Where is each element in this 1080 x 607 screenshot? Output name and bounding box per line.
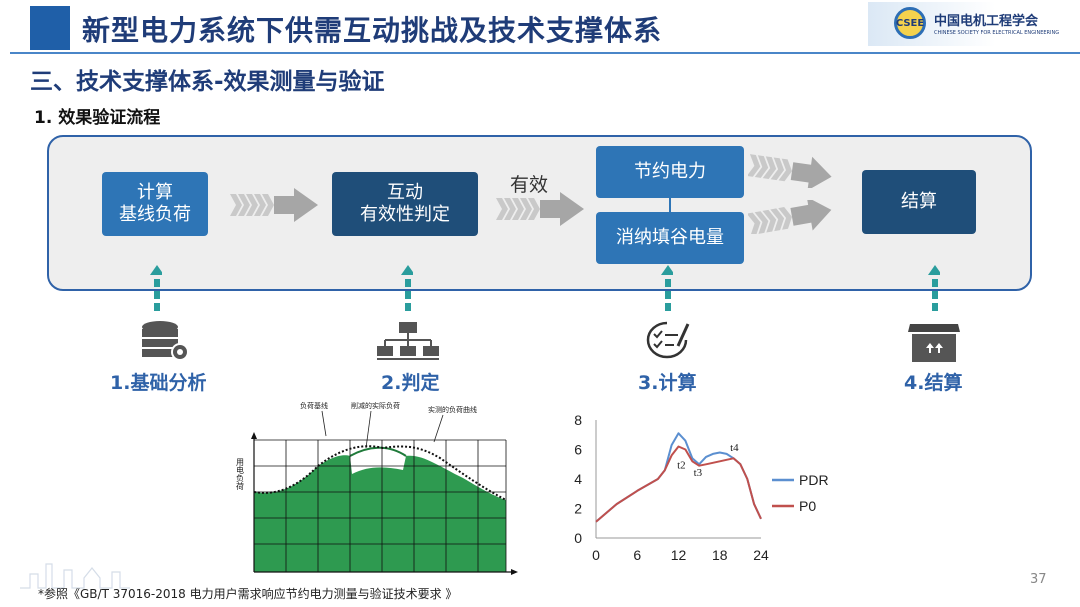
title-divider [10,52,1080,54]
chevron-arrow-2-icon [496,192,584,226]
flow-box-valley-filling: 消纳填谷电量 [596,212,744,264]
flow-box-power-saving: 节约电力 [596,146,744,198]
x-tick-label-3: 18 [712,547,728,563]
valid-label: 有效 [510,174,549,196]
load-ylabel: 用电负荷 [236,458,245,491]
flow-box-baseline-line1: 计算 [137,181,173,203]
load-annotation-measured: 实测的负荷曲线 [428,405,477,414]
network-icon [377,322,439,360]
load-curve-diagram: 负荷基线 削减的实际负荷 实测的负荷曲线 用电负荷 [236,401,518,575]
legend-label-pdr: PDR [799,472,829,488]
dashed-up-arrow-4-icon [928,265,940,311]
y-tick-label-3: 6 [574,442,582,458]
y-tick-label-2: 4 [574,471,582,487]
load-annotation-baseline: 负荷基线 [300,401,328,410]
flow-box-validity-line2: 有效性判定 [360,204,450,225]
stage-label-4: 4.结算 [904,372,963,394]
dashed-up-arrow-1-icon [150,265,162,311]
skyline-decoration-icon [20,563,130,589]
page-number: 37 [1030,572,1047,587]
flow-box-power-saving-label: 节约电力 [634,160,706,182]
flow-box-settlement-label: 结算 [901,190,937,212]
title-bar: 新型电力系统下供需互动挑战及技术支撑体系 CSEE 中国电机工程学会 CHINE… [0,0,1080,54]
flow-box-validity: 互动 有效性判定 [332,172,478,236]
dashed-up-arrow-3-icon [661,265,673,311]
chevron-arrow-4-icon [748,200,832,234]
x-tick-label-4: 24 [753,547,769,563]
y-tick-label-0: 0 [574,530,582,546]
footnote: *参照《GB/T 37016-2018 电力用户需求响应节约电力测量与验证技术要… [38,587,458,601]
flow-box-valley-filling-label: 消纳填谷电量 [616,226,724,248]
chart-annotation-t3: t3 [694,467,703,479]
society-logo: CSEE 中国电机工程学会 CHINESE SOCIETY FOR ELECTR… [868,2,1080,46]
section-title: 三、技术支撑体系-效果测量与验证 [30,69,385,95]
connector-bracket [669,196,671,214]
checklist-icon [646,321,690,359]
legend-label-p0: P0 [799,498,816,514]
flow-box-settlement: 结算 [862,170,976,234]
database-gear-icon [142,321,189,361]
dashed-up-arrow-2-icon [401,265,413,311]
chevron-arrow-1-icon [230,188,318,222]
flow-box-baseline: 计算 基线负荷 [102,172,208,236]
stage-label-2: 2.判定 [381,372,440,394]
page-title: 新型电力系统下供需互动挑战及技术支撑体系 [82,14,663,47]
series-line-p0 [595,445,762,523]
chart-annotation-t2: t2 [677,460,686,472]
chevron-arrow-3-icon [748,154,832,188]
y-tick-label-1: 2 [574,501,582,517]
x-tick-label-0: 0 [592,547,600,563]
sub-title: 1. 效果验证流程 [34,108,161,128]
x-tick-label-1: 6 [633,547,641,563]
x-tick-label-2: 12 [671,547,687,563]
stage-label-1: 1.基础分析 [110,372,207,394]
csee-emblem-icon: CSEE [894,7,926,39]
stage-label-3: 3.计算 [638,372,697,394]
flow-box-baseline-line2: 基线负荷 [119,204,191,225]
title-accent-block [30,6,70,50]
load-annotation-reduced: 削减的实际负荷 [351,401,400,410]
box-icon [908,324,960,362]
logo-name-en: CHINESE SOCIETY FOR ELECTRICAL ENGINEERI… [934,30,1060,36]
chart-annotation-t4: t4 [730,442,739,454]
flow-box-validity-line1: 互动 [387,181,423,203]
logo-name-cn: 中国电机工程学会 [934,14,1039,29]
y-tick-label-4: 8 [574,412,582,428]
